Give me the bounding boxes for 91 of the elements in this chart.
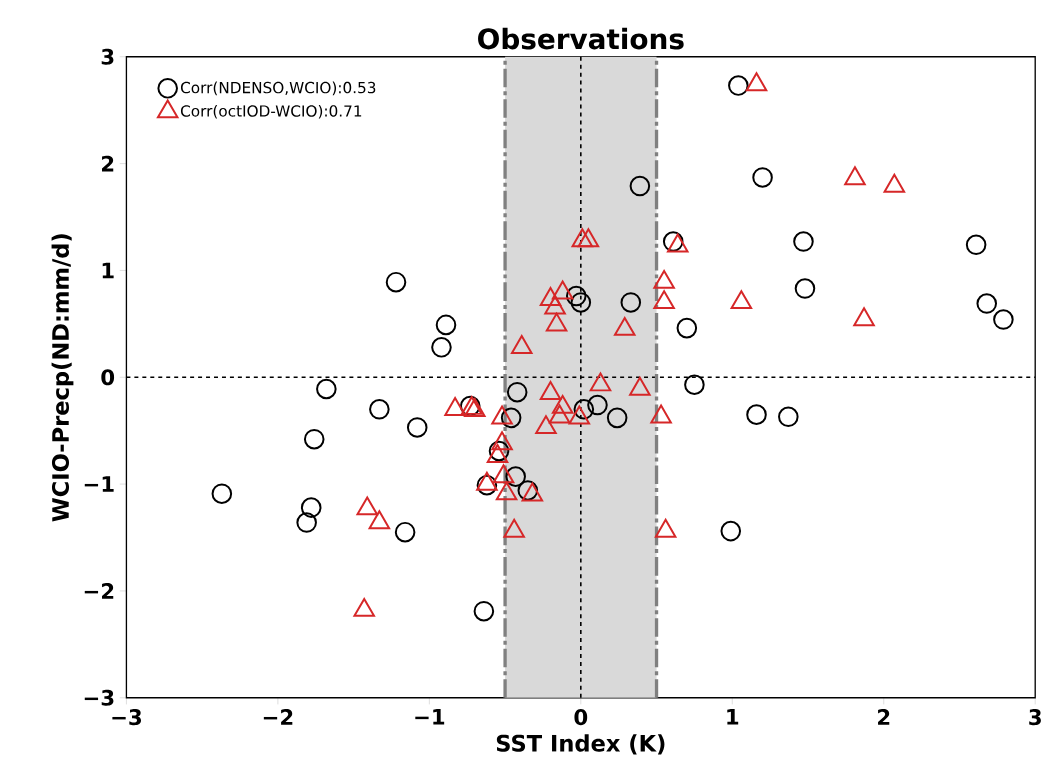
point <box>793 231 814 252</box>
point <box>571 228 594 247</box>
point <box>495 481 518 501</box>
point <box>613 316 636 336</box>
point <box>303 428 325 450</box>
point <box>551 394 574 414</box>
point <box>369 398 390 420</box>
point <box>654 518 677 538</box>
point <box>394 521 416 543</box>
point <box>883 173 906 193</box>
point <box>752 166 773 188</box>
legend-label: Corr(NDENSO,WCIO):0.53 <box>180 81 376 95</box>
point <box>620 291 642 313</box>
point <box>730 290 753 309</box>
y-tick-label: −2 <box>84 582 114 599</box>
point <box>606 407 628 428</box>
point <box>570 291 592 313</box>
point <box>965 234 987 255</box>
point <box>316 378 337 400</box>
point <box>535 415 557 434</box>
point <box>650 404 672 424</box>
point <box>565 285 587 307</box>
chart-title: Observations <box>478 27 684 50</box>
point <box>491 405 513 425</box>
point <box>476 474 498 496</box>
point <box>491 431 513 450</box>
point <box>993 309 1014 330</box>
point <box>568 405 591 425</box>
point <box>653 290 675 309</box>
point <box>629 376 651 396</box>
point <box>676 317 698 339</box>
point <box>544 295 566 315</box>
point <box>539 380 562 400</box>
point <box>492 464 515 484</box>
point <box>353 597 375 617</box>
point <box>976 293 998 314</box>
x-tick-label: 1 <box>727 708 739 725</box>
point <box>356 496 379 516</box>
point <box>745 72 768 91</box>
point <box>211 483 233 504</box>
point <box>545 312 568 332</box>
x-tick-label: 0 <box>574 708 588 725</box>
point <box>653 269 675 289</box>
point <box>406 416 428 438</box>
point <box>720 520 742 542</box>
y-tick-label: −3 <box>84 689 114 706</box>
point <box>521 482 544 502</box>
point <box>589 372 612 392</box>
y-tick-label: 3 <box>101 48 114 65</box>
point <box>300 497 322 518</box>
point <box>473 600 495 622</box>
point <box>577 228 600 247</box>
point <box>629 175 651 197</box>
point <box>662 231 684 252</box>
point <box>778 406 799 427</box>
point <box>517 480 539 501</box>
point <box>510 334 533 354</box>
point <box>794 278 816 299</box>
point <box>539 286 562 306</box>
point <box>296 512 317 533</box>
point <box>551 280 574 300</box>
point <box>844 166 866 185</box>
x-tick-label: 2 <box>878 708 890 725</box>
point <box>435 314 457 336</box>
point <box>666 233 689 253</box>
x-tick-label: −2 <box>263 708 293 725</box>
point <box>728 75 749 96</box>
point <box>746 404 767 425</box>
y-axis-title: WCIO-Precp(ND:mm/d) <box>51 234 74 522</box>
point <box>476 471 498 491</box>
point <box>503 518 525 538</box>
point <box>444 396 466 416</box>
point <box>505 466 526 487</box>
x-axis-title: SST Index (K) <box>496 734 665 755</box>
y-tick-label: 0 <box>101 369 115 386</box>
point <box>853 307 875 327</box>
y-tick-label: 1 <box>102 262 114 278</box>
point <box>684 374 705 395</box>
point <box>587 394 608 416</box>
point <box>431 336 452 358</box>
x-tick-label: −1 <box>415 708 445 725</box>
point <box>573 398 595 420</box>
point <box>548 404 571 424</box>
y-tick-label: −1 <box>84 476 114 492</box>
point <box>368 510 391 530</box>
point <box>506 381 528 403</box>
legend-label: Corr(octIOD-WCIO):0.71 <box>180 104 362 119</box>
y-tick-label: 2 <box>102 155 114 172</box>
point <box>500 407 522 428</box>
x-tick-label: 3 <box>1029 708 1041 725</box>
point <box>385 271 407 293</box>
